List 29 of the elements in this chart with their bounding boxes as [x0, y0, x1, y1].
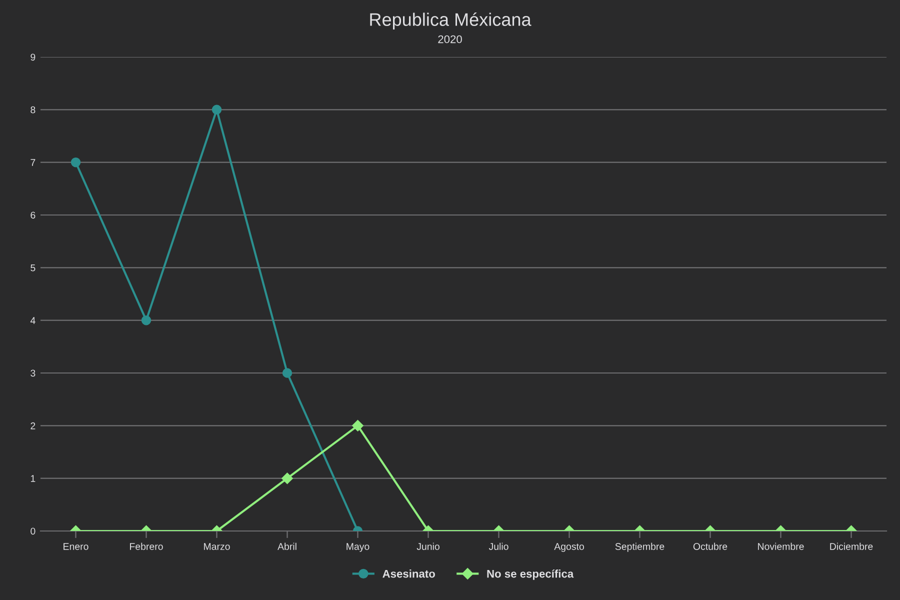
- chart-title: Republica Méxicana: [370, 12, 532, 30]
- x-tick-label: Octubre: [693, 542, 728, 550]
- y-tick-label: 8: [30, 106, 36, 114]
- legend-label: No se específica: [487, 569, 574, 580]
- y-tick-label: 3: [30, 370, 36, 377]
- x-tick-label: Julio: [488, 542, 508, 550]
- y-tick-label: 2: [30, 422, 36, 430]
- y-tick-label: 1: [30, 475, 36, 482]
- x-tick-label: Febrero: [130, 542, 163, 550]
- x-tick-label: Abril: [278, 542, 296, 550]
- point: [70, 157, 81, 168]
- x-tick-label: Noviembre: [758, 542, 804, 550]
- x-tick-label: Marzo: [204, 543, 230, 550]
- y-tick-label: 6: [30, 212, 36, 219]
- x-tick-label: Agosto: [554, 543, 584, 552]
- y-tick-label: 0: [30, 528, 36, 535]
- chart-subtitle: 2020: [438, 35, 462, 44]
- legend-label: Asesinato: [382, 570, 435, 578]
- y-tick-label: 5: [30, 264, 36, 272]
- y-tick-label: 7: [30, 159, 36, 166]
- x-tick-label: Junio: [416, 542, 440, 550]
- y-tick-label: 4: [30, 317, 36, 324]
- point: [141, 315, 152, 326]
- x-tick-label: Mayo: [346, 543, 370, 552]
- x-tick-label: Enero: [64, 543, 88, 550]
- point: [212, 104, 222, 115]
- x-tick-label: Diciembre: [830, 542, 873, 550]
- y-tick-label: 9: [30, 54, 36, 61]
- x-tick-label: Septiembre: [615, 542, 664, 552]
